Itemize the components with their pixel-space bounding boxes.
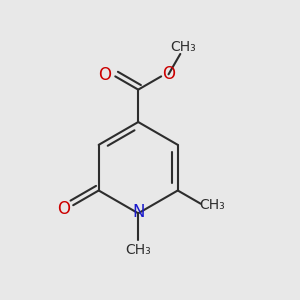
Text: O: O [57,200,70,218]
Text: O: O [162,65,175,83]
Text: CH₃: CH₃ [170,40,196,55]
Text: CH₃: CH₃ [199,198,225,212]
Text: N: N [132,203,145,221]
Text: CH₃: CH₃ [125,243,151,257]
Text: O: O [98,66,112,84]
